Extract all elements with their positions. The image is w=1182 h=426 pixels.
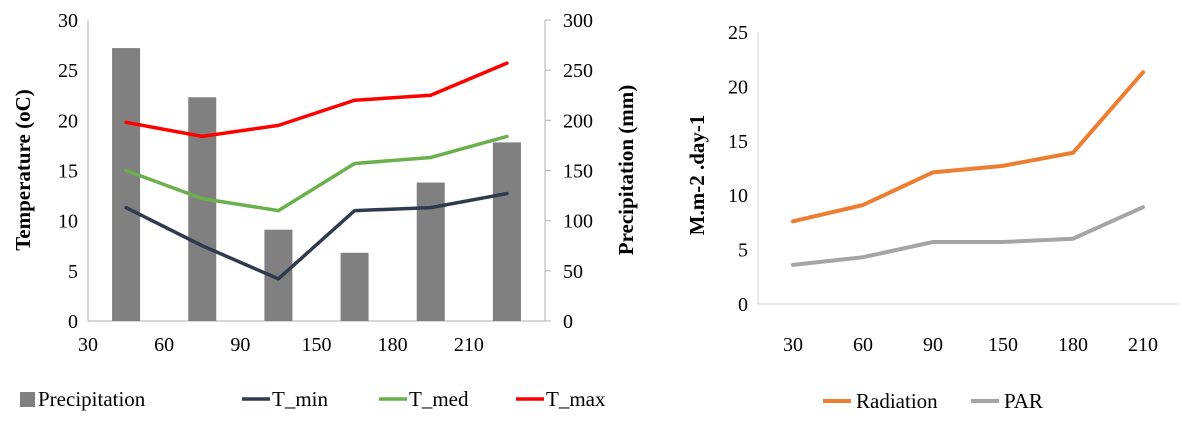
y-tick-label: 10 — [728, 185, 748, 207]
left-y-tick-label: 15 — [58, 161, 78, 183]
legend-label-t-max: T_max — [546, 387, 606, 411]
temperature-precipitation-chart: Temperature (oC) Precipitation (mm) 0 5 10… — [11, 10, 638, 411]
legend-swatch-precipitation — [20, 392, 35, 407]
precipitation-bar — [112, 48, 141, 322]
precipitation-bar — [492, 142, 521, 321]
x-tick-label: 90 — [923, 334, 943, 356]
precipitation-bar — [416, 182, 445, 321]
x-tick-label: 60 — [853, 334, 873, 356]
y-tick-label: 25 — [728, 22, 748, 44]
t-med-line — [124, 134, 509, 213]
x-tick-label: 60 — [154, 334, 174, 356]
left-y-tick-label: 25 — [58, 60, 78, 82]
y-axis-title: M.m-2 .day-1 — [685, 115, 709, 236]
precipitation-bar — [188, 97, 217, 321]
radiation-line — [791, 70, 1145, 224]
left-y-tick-label: 0 — [68, 311, 78, 333]
right-y-tick-label: 300 — [563, 10, 593, 32]
legend-label-t-min: T_min — [272, 387, 328, 411]
y-tick-label: 0 — [738, 294, 748, 316]
x-tick-label: 30 — [78, 334, 98, 356]
x-tick-label: 210 — [1128, 334, 1158, 356]
t-min-line — [124, 191, 509, 281]
right-y-tick-label: 100 — [563, 211, 593, 233]
t-max-line — [124, 61, 509, 139]
y-tick-label: 20 — [728, 76, 748, 98]
x-tick-label: 150 — [988, 334, 1018, 356]
left-y-tick-label: 5 — [68, 261, 78, 283]
x-tick-label: 180 — [1058, 334, 1088, 356]
right-y-tick-label: 50 — [563, 261, 583, 283]
left-y-axis-title: Temperature (oC) — [11, 89, 35, 251]
y-tick-label: 5 — [738, 240, 748, 262]
legend-label-par: PAR — [1004, 389, 1043, 413]
y-tick-label: 15 — [728, 131, 748, 153]
x-tick-label: 210 — [454, 334, 484, 356]
precipitation-bar — [340, 252, 369, 321]
x-tick-label: 30 — [783, 334, 803, 356]
left-y-tick-label: 30 — [58, 10, 78, 32]
left-y-tick-label: 20 — [58, 110, 78, 132]
right-y-tick-label: 250 — [563, 60, 593, 82]
left-y-tick-label: 10 — [58, 211, 78, 233]
right-y-tick-label: 0 — [563, 311, 573, 333]
radiation-par-chart: M.m-2 .day-1 0 5 10 15 20 25 30 60 90 150 180 210 Ra… — [685, 22, 1178, 413]
legend-label-radiation: Radiation — [856, 389, 938, 413]
right-y-tick-label: 150 — [563, 161, 593, 183]
legend-label-precipitation: Precipitation — [38, 387, 146, 411]
chart2-marks: 0 5 10 15 20 25 30 60 90 150 180 210 Radiation PAR — [728, 22, 1158, 413]
x-tick-label: 150 — [302, 334, 332, 356]
par-line — [791, 205, 1145, 267]
right-y-tick-label: 200 — [563, 110, 593, 132]
x-tick-label: 90 — [230, 334, 250, 356]
x-tick-label: 180 — [378, 334, 408, 356]
right-y-axis-title: Precipitation (mm) — [614, 85, 638, 255]
legend-label-t-med: T_med — [409, 387, 469, 411]
